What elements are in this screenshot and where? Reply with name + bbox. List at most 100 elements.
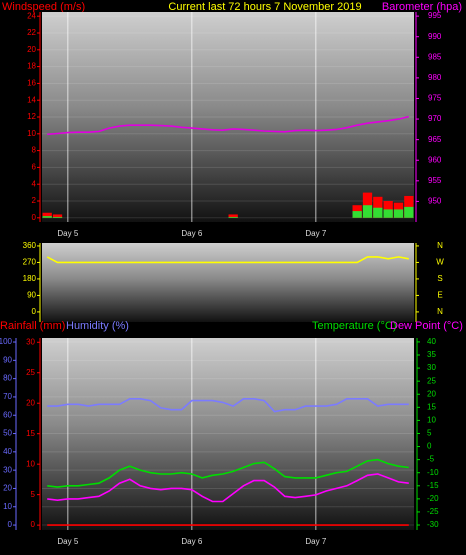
tick-label: E xyxy=(437,291,442,300)
tick-label: 20 xyxy=(427,389,436,398)
bar xyxy=(383,209,393,218)
tick-label: 100 xyxy=(0,337,13,346)
tick-label: 35 xyxy=(427,350,436,359)
tick-label: -15 xyxy=(427,481,439,490)
tick-label: 10 xyxy=(27,129,36,138)
tick-label: 25 xyxy=(26,368,35,377)
series-label: Humidity (%) xyxy=(66,320,129,332)
tick-label: 980 xyxy=(428,73,442,82)
series-line xyxy=(47,398,409,413)
x-tick-label: Day 5 xyxy=(57,229,78,238)
tick-label: 12 xyxy=(27,112,36,121)
tick-label: 4 xyxy=(32,179,37,188)
tick-label: 6 xyxy=(32,163,37,172)
tick-label: 955 xyxy=(428,176,442,185)
tick-label: 15 xyxy=(427,402,436,411)
bar xyxy=(228,216,238,218)
tick-label: 90 xyxy=(3,355,12,364)
tick-label: 360 xyxy=(23,241,37,250)
series-line xyxy=(47,473,409,503)
tick-label: -30 xyxy=(427,520,439,529)
tick-label: 0 xyxy=(32,213,37,222)
tick-label: 80 xyxy=(3,374,12,383)
tick-label: 985 xyxy=(428,52,442,61)
tick-label: 0 xyxy=(32,307,37,316)
bar xyxy=(42,216,52,218)
tick-label: S xyxy=(437,274,442,283)
tick-label: 0 xyxy=(427,442,432,451)
tick-label: 20 xyxy=(27,45,36,54)
tick-label: W xyxy=(436,258,444,267)
tick-label: 50 xyxy=(3,429,12,438)
bar xyxy=(393,209,404,218)
tick-label: 950 xyxy=(428,197,442,206)
bar xyxy=(373,207,383,218)
tick-label: 5 xyxy=(31,490,36,499)
series-line xyxy=(46,256,409,264)
series-label: Rainfall (mm) xyxy=(0,320,65,332)
tick-label: 40 xyxy=(3,447,12,456)
tick-label: -10 xyxy=(427,468,439,477)
tick-label: 0 xyxy=(8,520,13,529)
tick-label: 30 xyxy=(26,337,35,346)
tick-label: 25 xyxy=(427,376,436,385)
tick-label: 90 xyxy=(27,291,36,300)
tick-label: 0 xyxy=(31,520,36,529)
series-label: Temperature (°C) xyxy=(312,320,396,332)
tick-label: 965 xyxy=(428,135,442,144)
plot-area xyxy=(42,12,414,222)
series-line xyxy=(47,115,409,136)
tick-label: -5 xyxy=(427,455,435,464)
tick-label: 990 xyxy=(428,32,442,41)
x-tick-label: Day 7 xyxy=(305,229,326,238)
bar xyxy=(52,214,63,218)
tick-label: 30 xyxy=(427,363,436,372)
tick-label: 995 xyxy=(428,11,442,20)
tick-label: 270 xyxy=(23,258,37,267)
tick-label: 960 xyxy=(428,155,442,164)
tick-label: 24 xyxy=(27,11,36,20)
tick-label: 10 xyxy=(26,459,35,468)
tick-label: 22 xyxy=(27,28,36,37)
tick-label: 70 xyxy=(3,392,12,401)
bar xyxy=(52,216,63,218)
tick-label: 20 xyxy=(26,398,35,407)
tick-label: 8 xyxy=(32,146,37,155)
x-tick-label: Day 5 xyxy=(57,537,78,546)
tick-label: 180 xyxy=(23,274,37,283)
tick-label: N xyxy=(437,307,443,316)
tick-label: 60 xyxy=(3,410,12,419)
tick-label: -20 xyxy=(427,494,439,503)
x-tick-label: Day 6 xyxy=(181,229,202,238)
tick-label: 15 xyxy=(26,429,35,438)
bar xyxy=(42,212,52,218)
bar xyxy=(404,206,414,218)
tick-label: 5 xyxy=(427,429,432,438)
tick-label: 10 xyxy=(427,416,436,425)
x-tick-label: Day 6 xyxy=(181,537,202,546)
bar xyxy=(228,214,238,218)
tick-label: 18 xyxy=(27,62,36,71)
series-label: Dew Point (°C) xyxy=(390,320,463,332)
tick-label: 2 xyxy=(32,196,37,205)
plot-area xyxy=(42,243,414,322)
tick-label: 30 xyxy=(3,465,12,474)
tick-label: N xyxy=(437,241,443,250)
tick-label: 16 xyxy=(27,79,36,88)
tick-label: 970 xyxy=(428,114,442,123)
tick-label: 20 xyxy=(3,484,12,493)
tick-label: 14 xyxy=(27,95,36,104)
tick-label: 975 xyxy=(428,94,442,103)
series-line xyxy=(47,458,409,488)
bar xyxy=(352,211,362,218)
tick-label: -25 xyxy=(427,507,439,516)
bar xyxy=(362,205,373,218)
y2-axis-label: Barometer (hpa) xyxy=(382,1,462,13)
bar xyxy=(373,196,383,218)
y-axis-label: Windspeed (m/s) xyxy=(2,1,85,13)
x-tick-label: Day 7 xyxy=(305,537,326,546)
chart-title: Current last 72 hours 7 November 2019 xyxy=(168,1,361,13)
tick-label: 40 xyxy=(427,337,436,346)
tick-label: 10 xyxy=(3,502,12,511)
